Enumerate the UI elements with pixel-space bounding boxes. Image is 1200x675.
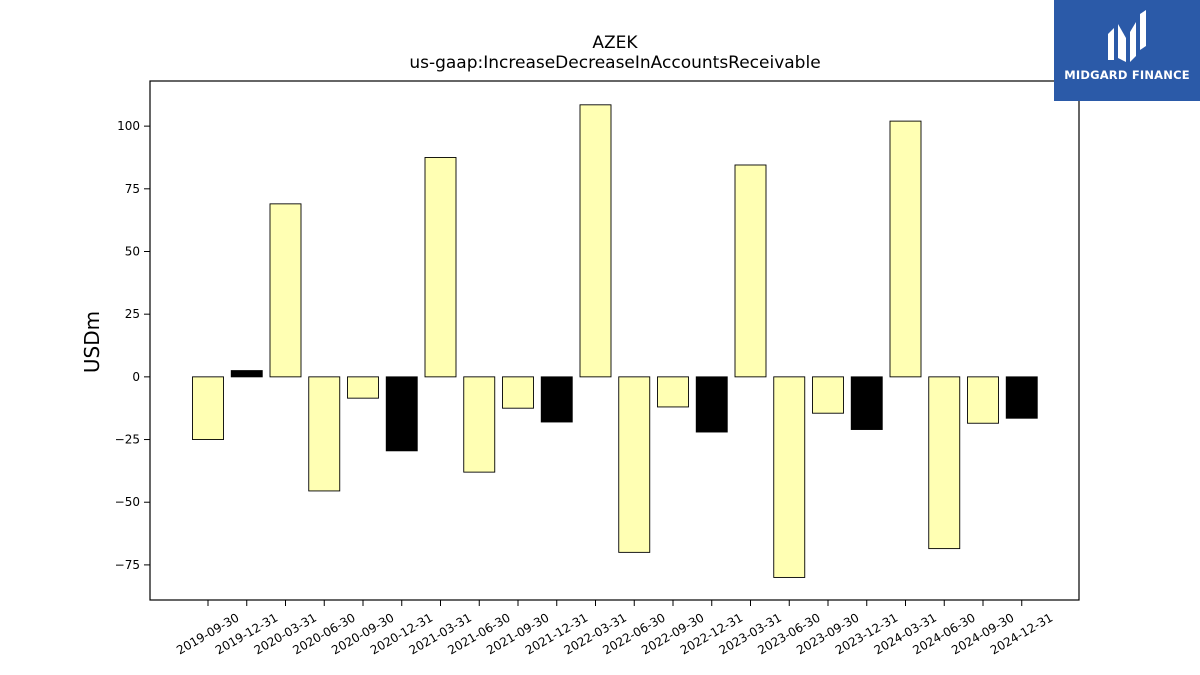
bars-group	[192, 104, 1038, 578]
x-ticks-group: 2019-09-302019-12-312020-03-312020-06-30…	[174, 600, 1055, 657]
bar-2019-09-30	[192, 376, 224, 440]
y-tick-label: −75	[115, 558, 140, 572]
logo-text: MIDGARD FINANCE	[1064, 68, 1190, 82]
bar-2021-09-30	[502, 376, 534, 409]
y-tick-label: 100	[117, 119, 140, 133]
y-tick-label: 25	[125, 307, 140, 321]
y-tick-label: 0	[132, 370, 140, 384]
chart-title: AZEK	[592, 33, 638, 53]
bar-2021-12-31	[540, 376, 573, 423]
y-tick-label: 50	[125, 244, 140, 258]
bar-2023-12-31	[850, 376, 883, 430]
bar-2020-03-31	[269, 203, 302, 378]
y-axis-label: USDm	[80, 311, 104, 373]
bar-2022-12-31	[695, 376, 728, 433]
bar-2024-06-30	[928, 376, 961, 550]
bar-2021-06-30	[463, 376, 496, 473]
bar-2024-03-31	[889, 120, 922, 378]
bar-2021-03-31	[424, 157, 457, 378]
bar-2022-06-30	[618, 376, 651, 553]
y-tick-label: −50	[115, 495, 140, 509]
logo-mark-icon	[1108, 10, 1146, 62]
bar-2024-12-31	[1005, 376, 1038, 419]
midgard-finance-logo: MIDGARD FINANCE	[1054, 0, 1200, 101]
bar-2022-03-31	[579, 104, 612, 378]
y-ticks-group: 100 75 50 25 0 −25 −50 −75	[115, 119, 150, 572]
bar-2023-06-30	[773, 376, 806, 578]
bar-2023-03-31	[734, 164, 767, 378]
bar-2024-09-30	[967, 376, 999, 424]
bar-2020-09-30	[347, 376, 379, 399]
bar-2019-12-31	[230, 370, 263, 378]
plot-frame	[149, 80, 1080, 601]
y-tick-label: −25	[115, 433, 140, 447]
y-tick-label: 75	[125, 182, 140, 196]
bar-2023-09-30	[812, 376, 844, 414]
bar-2020-12-31	[385, 376, 418, 452]
bar-2020-06-30	[308, 376, 341, 492]
chart-subtitle: us-gaap:IncreaseDecreaseInAccountsReceiv…	[409, 53, 820, 73]
bar-2022-09-30	[657, 376, 689, 408]
